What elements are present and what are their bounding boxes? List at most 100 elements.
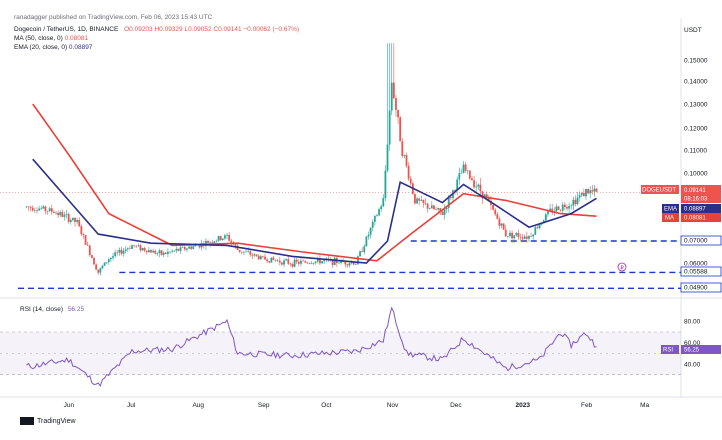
- symbol-title: Dogecoin / TetherUS, 1D, BINANCE: [14, 26, 119, 33]
- candle-body: [95, 264, 98, 270]
- candle-body: [532, 234, 535, 237]
- rsi-legend-value: 56.25: [68, 306, 85, 313]
- candle-body: [561, 204, 564, 211]
- candle-body: [160, 250, 163, 255]
- ma-legend-label: MA (50, close, 0): [14, 35, 63, 42]
- ema-value-label: 0.08897: [684, 207, 706, 213]
- candle-body: [563, 204, 566, 207]
- ohlc-values: O0.09203 H0.09329 L0.09052 C0.09141 −0.0…: [124, 26, 300, 33]
- candle-body: [42, 206, 45, 209]
- candle-body: [150, 250, 152, 253]
- support3-label: 0.04900: [684, 285, 708, 292]
- candle-body: [424, 202, 427, 204]
- candle-body: [568, 205, 570, 209]
- candle-body: [352, 262, 355, 265]
- candle-body: [485, 194, 488, 199]
- ema-value-badge: [681, 204, 721, 213]
- rsi-tick: 40.00: [684, 361, 701, 368]
- candle-body: [145, 250, 148, 253]
- candle-body: [99, 268, 102, 273]
- candle-body: [498, 218, 501, 226]
- candle-body: [44, 206, 47, 211]
- candle-body: [504, 229, 507, 237]
- candle-body: [194, 244, 197, 247]
- candle-body: [177, 248, 180, 251]
- candle-body: [207, 240, 209, 244]
- candle-body: [107, 259, 110, 263]
- candle-body: [458, 173, 461, 180]
- ema-tag-label: EMA: [664, 207, 677, 213]
- candle-body: [386, 144, 389, 171]
- candle-body: [525, 236, 528, 239]
- candle-body: [240, 251, 243, 253]
- candle-body: [276, 260, 279, 262]
- candle-body: [384, 170, 387, 199]
- candle-body: [466, 170, 469, 172]
- candle-body: [181, 246, 184, 248]
- candle-body: [534, 227, 537, 235]
- candle-body: [169, 251, 171, 253]
- ma-legend[interactable]: MA (50, close, 0) 0.08081: [14, 35, 88, 43]
- candle-body: [131, 245, 133, 249]
- candle-body: [359, 251, 361, 257]
- candle-body: [570, 205, 573, 207]
- candle-body: [110, 257, 112, 260]
- candle-body: [63, 214, 66, 217]
- price-tick: 0.06000: [684, 260, 708, 267]
- candle-body: [547, 211, 549, 215]
- candle-body: [475, 186, 478, 188]
- candle-body: [186, 248, 188, 250]
- candle-body: [555, 206, 558, 212]
- rsi-axis[interactable]: 80.00 60.00 40.00: [684, 319, 701, 369]
- candle-body: [515, 232, 518, 236]
- candle-body: [513, 235, 516, 239]
- candle-body: [405, 155, 408, 166]
- candle-body: [544, 214, 547, 221]
- support-lines: [18, 240, 681, 289]
- candle-body: [82, 234, 85, 236]
- candle-body: [502, 223, 505, 230]
- candle-body: [247, 251, 250, 252]
- ema-legend[interactable]: EMA (20, close, 0) 0.08897: [14, 44, 92, 52]
- candle-body: [215, 240, 218, 242]
- price-tick: 0.15000: [684, 57, 708, 64]
- candle-body: [124, 249, 127, 251]
- support1-label: 0.07000: [684, 238, 708, 245]
- candle-body: [78, 220, 81, 227]
- event-icon[interactable]: [617, 262, 627, 272]
- time-tick: Jul: [127, 402, 136, 409]
- candle-body: [91, 254, 93, 258]
- tradingview-footer[interactable]: TradingView: [20, 417, 76, 425]
- candle-body: [591, 190, 594, 192]
- candle-body: [274, 259, 277, 261]
- candle-body: [549, 208, 551, 212]
- candle-body: [454, 190, 456, 191]
- candle-body: [137, 245, 140, 246]
- candle-body: [135, 245, 138, 247]
- time-axis[interactable]: Jun Jul Aug Sep Oct Nov Dec 2023 Feb Ma: [64, 402, 650, 409]
- rsi-band: [0, 332, 681, 375]
- candle-body: [253, 254, 256, 256]
- candle-body: [213, 241, 216, 244]
- candle-body: [143, 248, 146, 251]
- candle-body: [321, 261, 323, 264]
- candle-body: [414, 193, 416, 204]
- price-axis-currency: USDT: [684, 27, 702, 34]
- ma-tag-label: MA: [665, 216, 674, 222]
- candle-body: [348, 263, 351, 266]
- candle-body: [536, 227, 539, 229]
- candle-body: [373, 215, 376, 222]
- candle-body: [93, 257, 95, 265]
- candle-body: [587, 188, 589, 194]
- candle-body: [407, 165, 410, 179]
- candle-body: [262, 256, 264, 257]
- price-axis[interactable]: 0.15000 0.14000 0.13000 0.12000 0.11000 0.100…: [684, 57, 708, 290]
- ma-value-label: 0.08081: [684, 216, 706, 222]
- rsi-value-badge: [681, 345, 721, 354]
- candle-body: [593, 188, 596, 192]
- candle-body: [521, 237, 524, 239]
- candle-body: [122, 250, 125, 254]
- candle-body: [101, 265, 104, 269]
- candle-body: [291, 263, 294, 267]
